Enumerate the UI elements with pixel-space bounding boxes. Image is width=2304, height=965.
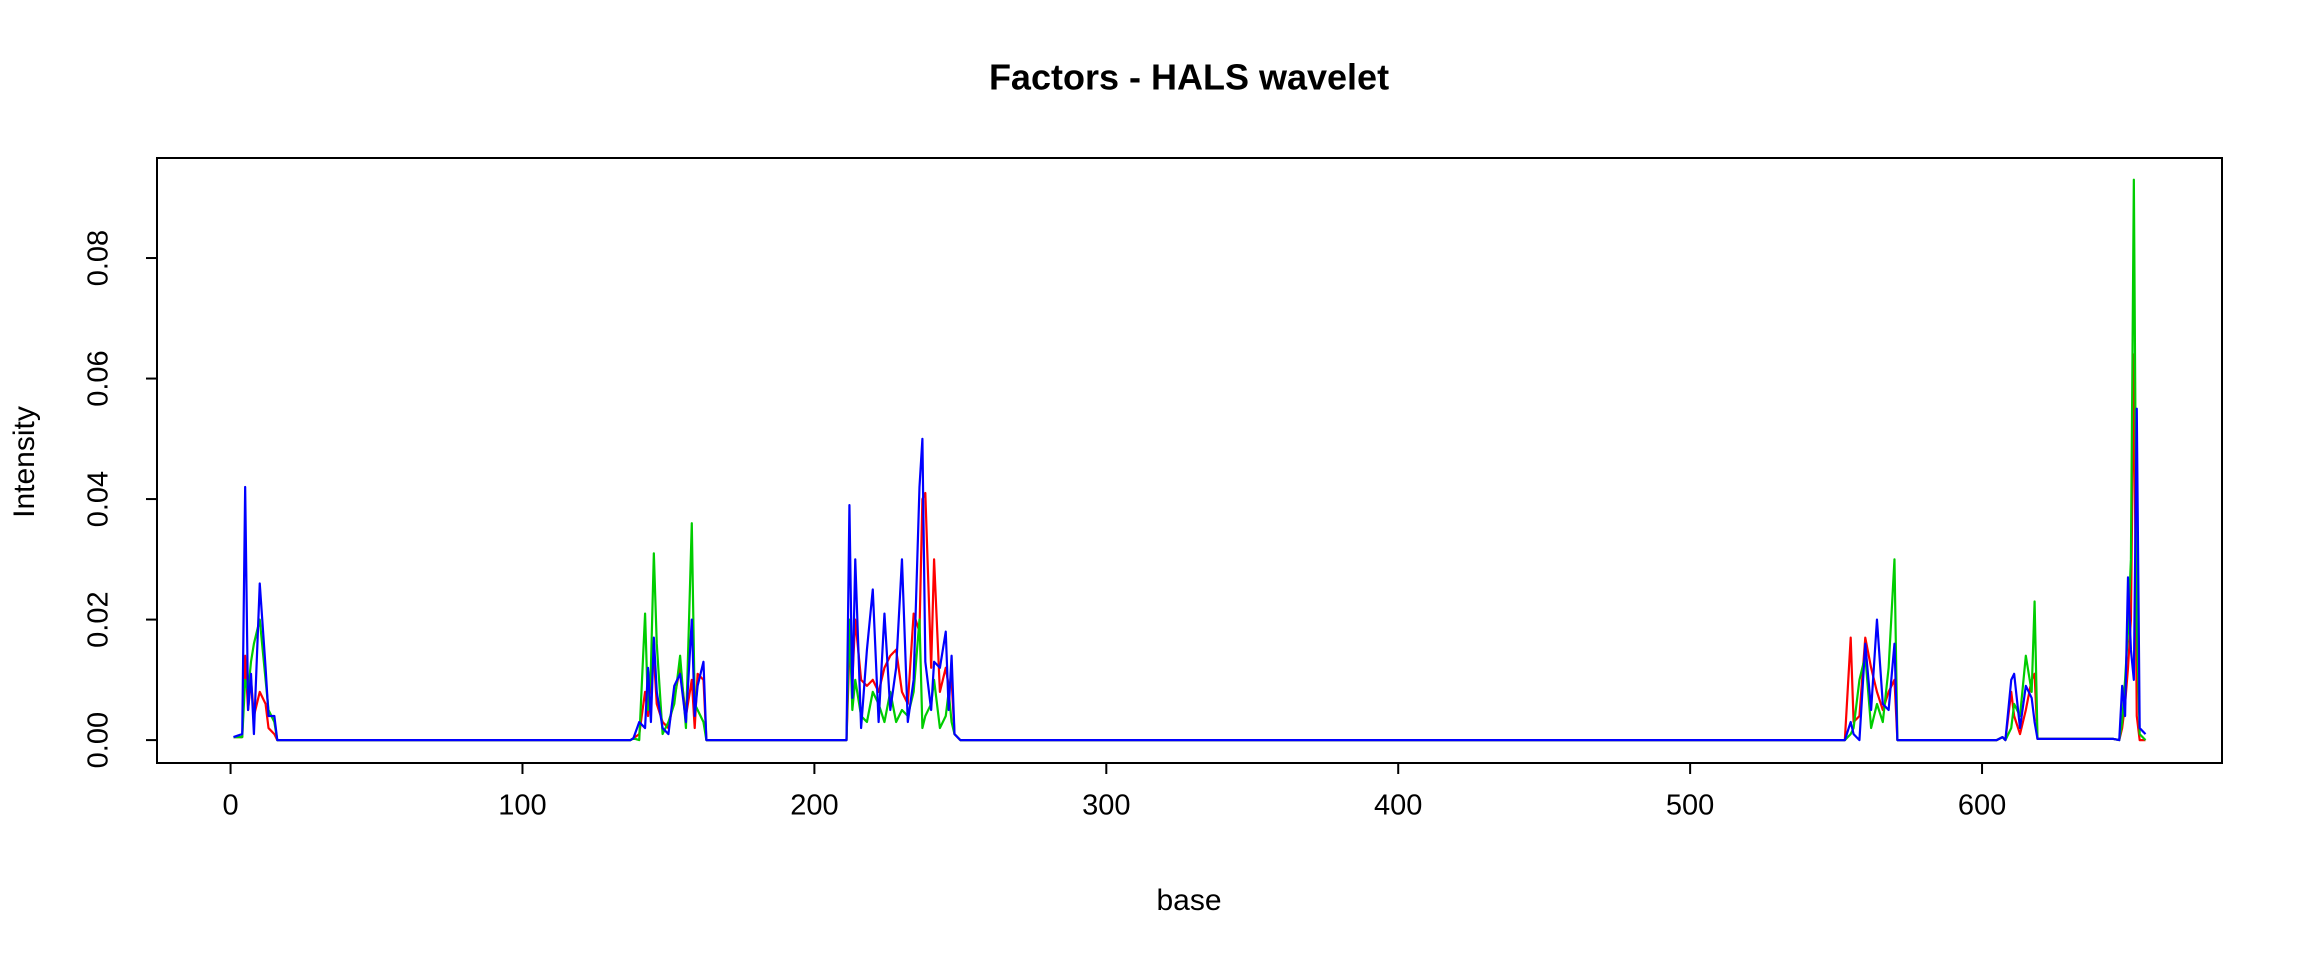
x-tick-label: 200 (790, 790, 838, 822)
plot-frame (156, 157, 2223, 764)
x-tick-label: 500 (1666, 790, 1714, 822)
y-tick-label: 0.00 (83, 712, 115, 768)
y-tick-label: 0.04 (83, 471, 115, 527)
y-tick-label: 0.02 (83, 591, 115, 647)
x-tick-label: 400 (1374, 790, 1422, 822)
x-tick-label: 300 (1082, 790, 1130, 822)
data-line (233, 353, 2146, 742)
y-tick-label: 0.06 (83, 350, 115, 406)
data-line (233, 178, 2147, 742)
y-tick-label: 0.08 (83, 230, 115, 286)
data-line (233, 407, 2147, 742)
x-tick-label: 100 (498, 790, 546, 822)
x-tick-label: 0 (222, 790, 238, 822)
chart-title: Factors - HALS wavelet (989, 57, 1389, 98)
x-axis-label: base (1156, 884, 1221, 917)
y-axis-label: Intensity (8, 406, 41, 518)
x-tick-label: 600 (1958, 790, 2006, 822)
